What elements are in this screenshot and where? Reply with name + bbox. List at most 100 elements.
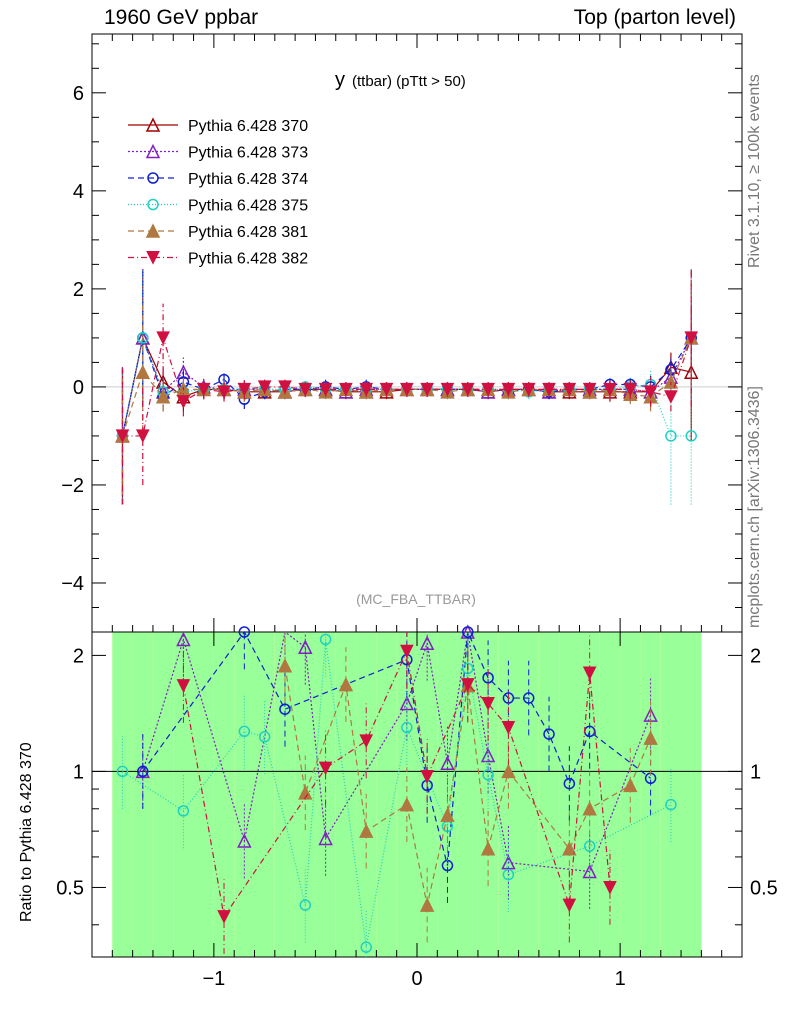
data-point (665, 798, 677, 811)
data-point (319, 633, 332, 646)
legend-label: Pythia 6.428 375 (188, 198, 308, 215)
data-point (440, 807, 455, 822)
ratio-band-green (599, 632, 621, 957)
data-point (176, 631, 191, 647)
legend: Pythia 6.428 370 Pythia 6.428 373 Pythia 6… (128, 117, 308, 268)
legend-label: Pythia 6.428 374 (188, 171, 308, 188)
ratio-band-green (538, 632, 560, 957)
data-point (217, 910, 231, 924)
ratio-band-green (152, 632, 174, 957)
rivet-version-label: Rivet 3.1.10, ≥ 100k events (746, 74, 763, 268)
ratio-series-line (122, 639, 672, 948)
data-point (665, 430, 677, 442)
ratio-tick-label-right: 0.5 (750, 877, 778, 899)
data-point (481, 697, 495, 711)
data-point (643, 385, 658, 399)
data-point (237, 382, 252, 397)
ratio-band-green (477, 632, 499, 957)
main-axis-ticks: −4 −2 0 2 4 6 (61, 34, 742, 633)
data-point (562, 382, 577, 397)
ratio-band-green (193, 632, 214, 957)
data-point (257, 380, 272, 395)
ratio-series-line (182, 649, 611, 919)
data-point (135, 429, 150, 444)
data-point (156, 331, 170, 346)
data-point (481, 382, 495, 397)
ratio-band-green (681, 632, 702, 957)
y-tick-label: 6 (73, 83, 84, 105)
ratio-band-green (315, 632, 336, 957)
data-point (359, 734, 374, 749)
data-point (177, 805, 190, 817)
data-point (217, 385, 231, 399)
data-point (359, 382, 374, 397)
data-point (623, 777, 638, 793)
data-point (400, 382, 414, 397)
x-tick-label: 0 (411, 968, 422, 990)
data-point (501, 382, 516, 397)
data-point (318, 761, 333, 776)
data-point (480, 747, 496, 763)
data-point (145, 143, 161, 159)
series-line (121, 335, 692, 437)
data-point (258, 731, 271, 743)
data-point (339, 382, 353, 397)
ratio-series-group (116, 624, 677, 957)
data-point (116, 765, 129, 778)
data-point (664, 390, 678, 404)
data-point (155, 389, 171, 404)
data-point (563, 777, 576, 790)
data-point (299, 899, 312, 911)
legend-item: Pythia 6.428 375 (128, 198, 308, 215)
ratio-band-green (417, 632, 438, 957)
data-point (501, 854, 516, 870)
data-point (146, 251, 160, 265)
legend-label: Pythia 6.428 373 (188, 145, 308, 162)
data-point (360, 941, 372, 953)
data-point (460, 382, 475, 397)
data-point (278, 380, 292, 395)
data-point (562, 841, 577, 856)
ratio-band-green (274, 632, 296, 957)
data-point (419, 897, 435, 912)
legend-item: Pythia 6.428 381 (128, 223, 308, 241)
data-point (145, 117, 161, 132)
legend-label: Pythia 6.428 381 (188, 224, 308, 241)
data-point (582, 666, 597, 681)
data-point (145, 223, 161, 238)
data-point (318, 382, 333, 397)
ratio-band-green (376, 632, 397, 957)
data-point (338, 676, 354, 692)
ratio-tick-label-right: 1 (750, 761, 761, 783)
ratio-band-green (254, 632, 275, 957)
data-point (115, 429, 130, 444)
data-point (521, 382, 536, 397)
data-point (279, 703, 291, 715)
data-point (460, 678, 475, 692)
main-series-group (115, 269, 699, 505)
ratio-band-green (457, 632, 478, 957)
data-point (684, 331, 699, 346)
data-point (522, 692, 535, 704)
data-point (419, 635, 435, 651)
ratio-series-line (142, 630, 651, 866)
data-point (623, 382, 638, 397)
ratio-tick-label: 0.5 (56, 877, 84, 899)
series-line (122, 335, 692, 437)
ratio-band-green (660, 632, 682, 957)
ratio-series-line (142, 630, 652, 873)
process-label: Top (parton level) (573, 6, 736, 29)
data-point (237, 833, 252, 848)
data-point (135, 364, 150, 379)
data-point (440, 382, 455, 397)
chart-title-main: y (335, 69, 345, 91)
collision-label: 1960 GeV ppbar (104, 6, 259, 29)
data-point (643, 730, 658, 745)
data-point (420, 770, 434, 784)
data-point (401, 721, 413, 734)
data-point (176, 679, 191, 693)
data-point (543, 728, 555, 740)
data-point (238, 626, 251, 638)
data-point (277, 658, 293, 673)
